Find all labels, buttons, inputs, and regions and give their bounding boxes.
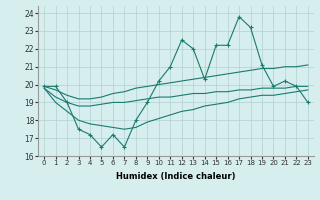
X-axis label: Humidex (Indice chaleur): Humidex (Indice chaleur) (116, 172, 236, 181)
